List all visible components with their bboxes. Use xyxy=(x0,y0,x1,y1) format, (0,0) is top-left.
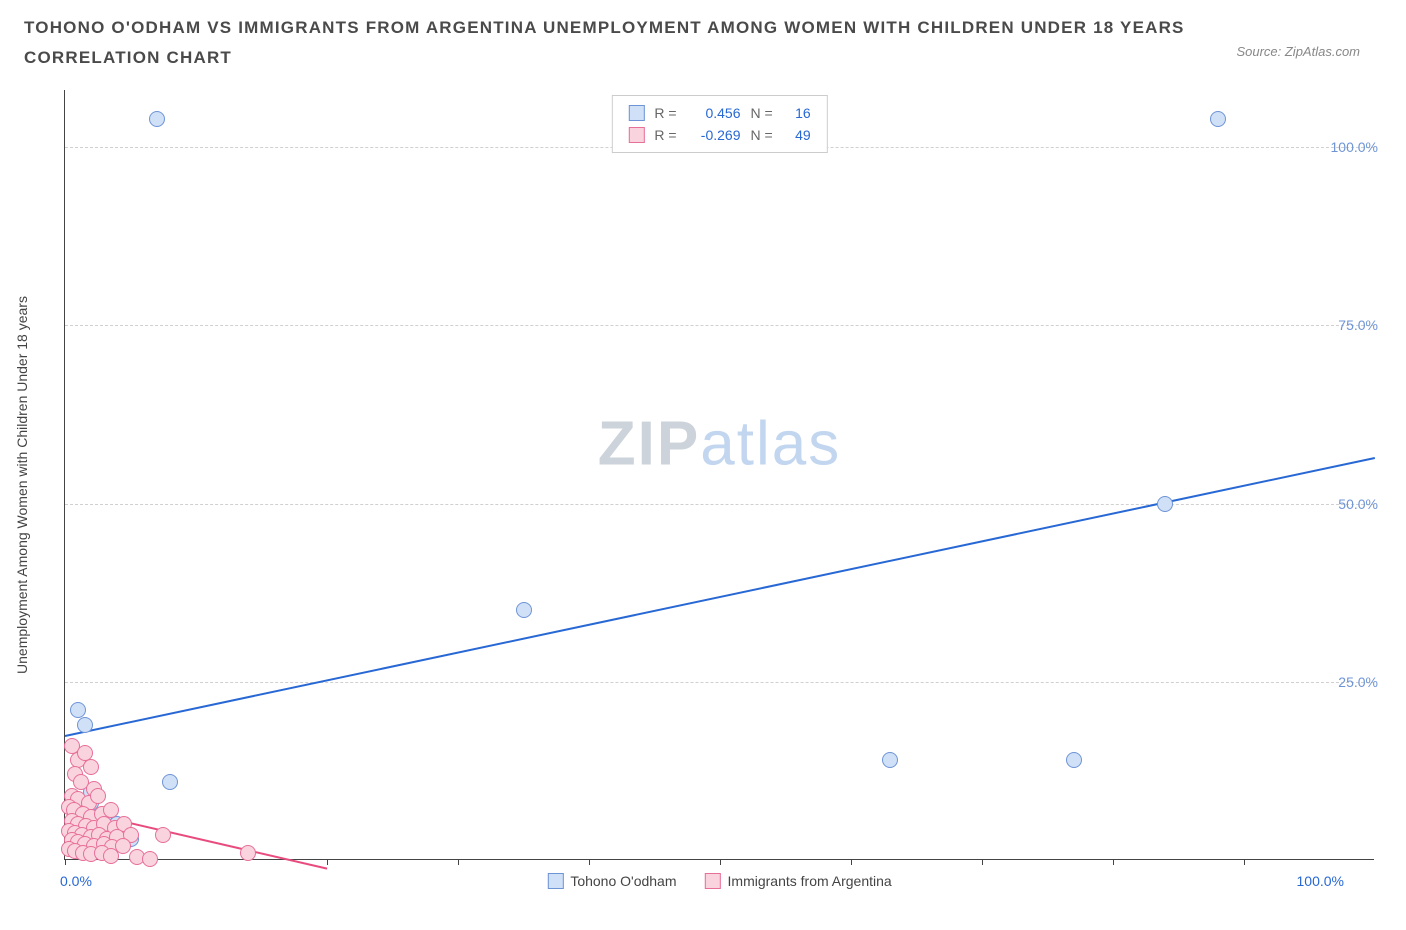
plot-container: ZIPatlas 25.0%50.0%75.0%100.0%0.0%100.0%… xyxy=(64,90,1374,880)
x-tick-mark xyxy=(982,859,983,865)
data-point xyxy=(103,848,119,864)
legend-item: Immigrants from Argentina xyxy=(705,873,892,889)
x-tick-mark xyxy=(327,859,328,865)
x-tick-mark xyxy=(1113,859,1114,865)
data-point xyxy=(149,111,165,127)
legend-swatch xyxy=(547,873,563,889)
gridline xyxy=(65,504,1374,505)
chart-header: TOHONO O'ODHAM VS IMMIGRANTS FROM ARGENT… xyxy=(0,0,1406,68)
stats-legend: R = 0.456 N = 16 R = -0.269 N = 49 xyxy=(611,95,827,153)
watermark: ZIPatlas xyxy=(598,408,841,479)
stat-n-value: 16 xyxy=(783,102,811,124)
legend-label: Tohono O'odham xyxy=(570,873,676,889)
x-tick-mark xyxy=(1244,859,1245,865)
data-point xyxy=(83,759,99,775)
x-label-min: 0.0% xyxy=(60,873,92,889)
data-point xyxy=(1157,496,1173,512)
source-attribution: Source: ZipAtlas.com xyxy=(1236,44,1382,59)
stat-r-value: 0.456 xyxy=(687,102,741,124)
data-point xyxy=(516,602,532,618)
y-tick-label: 25.0% xyxy=(1318,674,1378,690)
trend-line xyxy=(65,457,1375,737)
x-tick-mark xyxy=(458,859,459,865)
stat-r-label: R = xyxy=(654,124,676,146)
stats-row: R = 0.456 N = 16 xyxy=(628,102,810,124)
data-point xyxy=(1066,752,1082,768)
chart-title-line1: TOHONO O'ODHAM VS IMMIGRANTS FROM ARGENT… xyxy=(24,18,1236,38)
gridline xyxy=(65,325,1374,326)
watermark-part1: ZIP xyxy=(598,409,700,478)
stat-r-value: -0.269 xyxy=(687,124,741,146)
chart-title-line2: CORRELATION CHART xyxy=(24,48,1236,68)
stat-n-label: N = xyxy=(751,102,773,124)
data-point xyxy=(77,717,93,733)
stat-r-label: R = xyxy=(654,102,676,124)
x-tick-mark xyxy=(720,859,721,865)
y-tick-label: 50.0% xyxy=(1318,496,1378,512)
legend-label: Immigrants from Argentina xyxy=(728,873,892,889)
x-tick-mark xyxy=(589,859,590,865)
legend-item: Tohono O'odham xyxy=(547,873,676,889)
data-point xyxy=(155,827,171,843)
data-point xyxy=(142,851,158,867)
data-point xyxy=(240,845,256,861)
gridline xyxy=(65,682,1374,683)
y-tick-label: 100.0% xyxy=(1318,139,1378,155)
watermark-part2: atlas xyxy=(700,409,841,478)
stat-n-label: N = xyxy=(751,124,773,146)
legend-swatch xyxy=(628,105,644,121)
stats-row: R = -0.269 N = 49 xyxy=(628,124,810,146)
series-legend: Tohono O'odham Immigrants from Argentina xyxy=(547,873,891,889)
x-tick-mark xyxy=(851,859,852,865)
y-tick-label: 75.0% xyxy=(1318,317,1378,333)
legend-swatch xyxy=(628,127,644,143)
stat-n-value: 49 xyxy=(783,124,811,146)
legend-swatch xyxy=(705,873,721,889)
plot-area: ZIPatlas 25.0%50.0%75.0%100.0%0.0%100.0%… xyxy=(64,90,1374,860)
x-tick-mark xyxy=(65,859,66,865)
x-label-max: 100.0% xyxy=(1297,873,1344,889)
y-axis-title: Unemployment Among Women with Children U… xyxy=(14,296,30,674)
data-point xyxy=(90,788,106,804)
data-point xyxy=(162,774,178,790)
data-point xyxy=(882,752,898,768)
title-block: TOHONO O'ODHAM VS IMMIGRANTS FROM ARGENT… xyxy=(24,18,1236,68)
data-point xyxy=(1210,111,1226,127)
